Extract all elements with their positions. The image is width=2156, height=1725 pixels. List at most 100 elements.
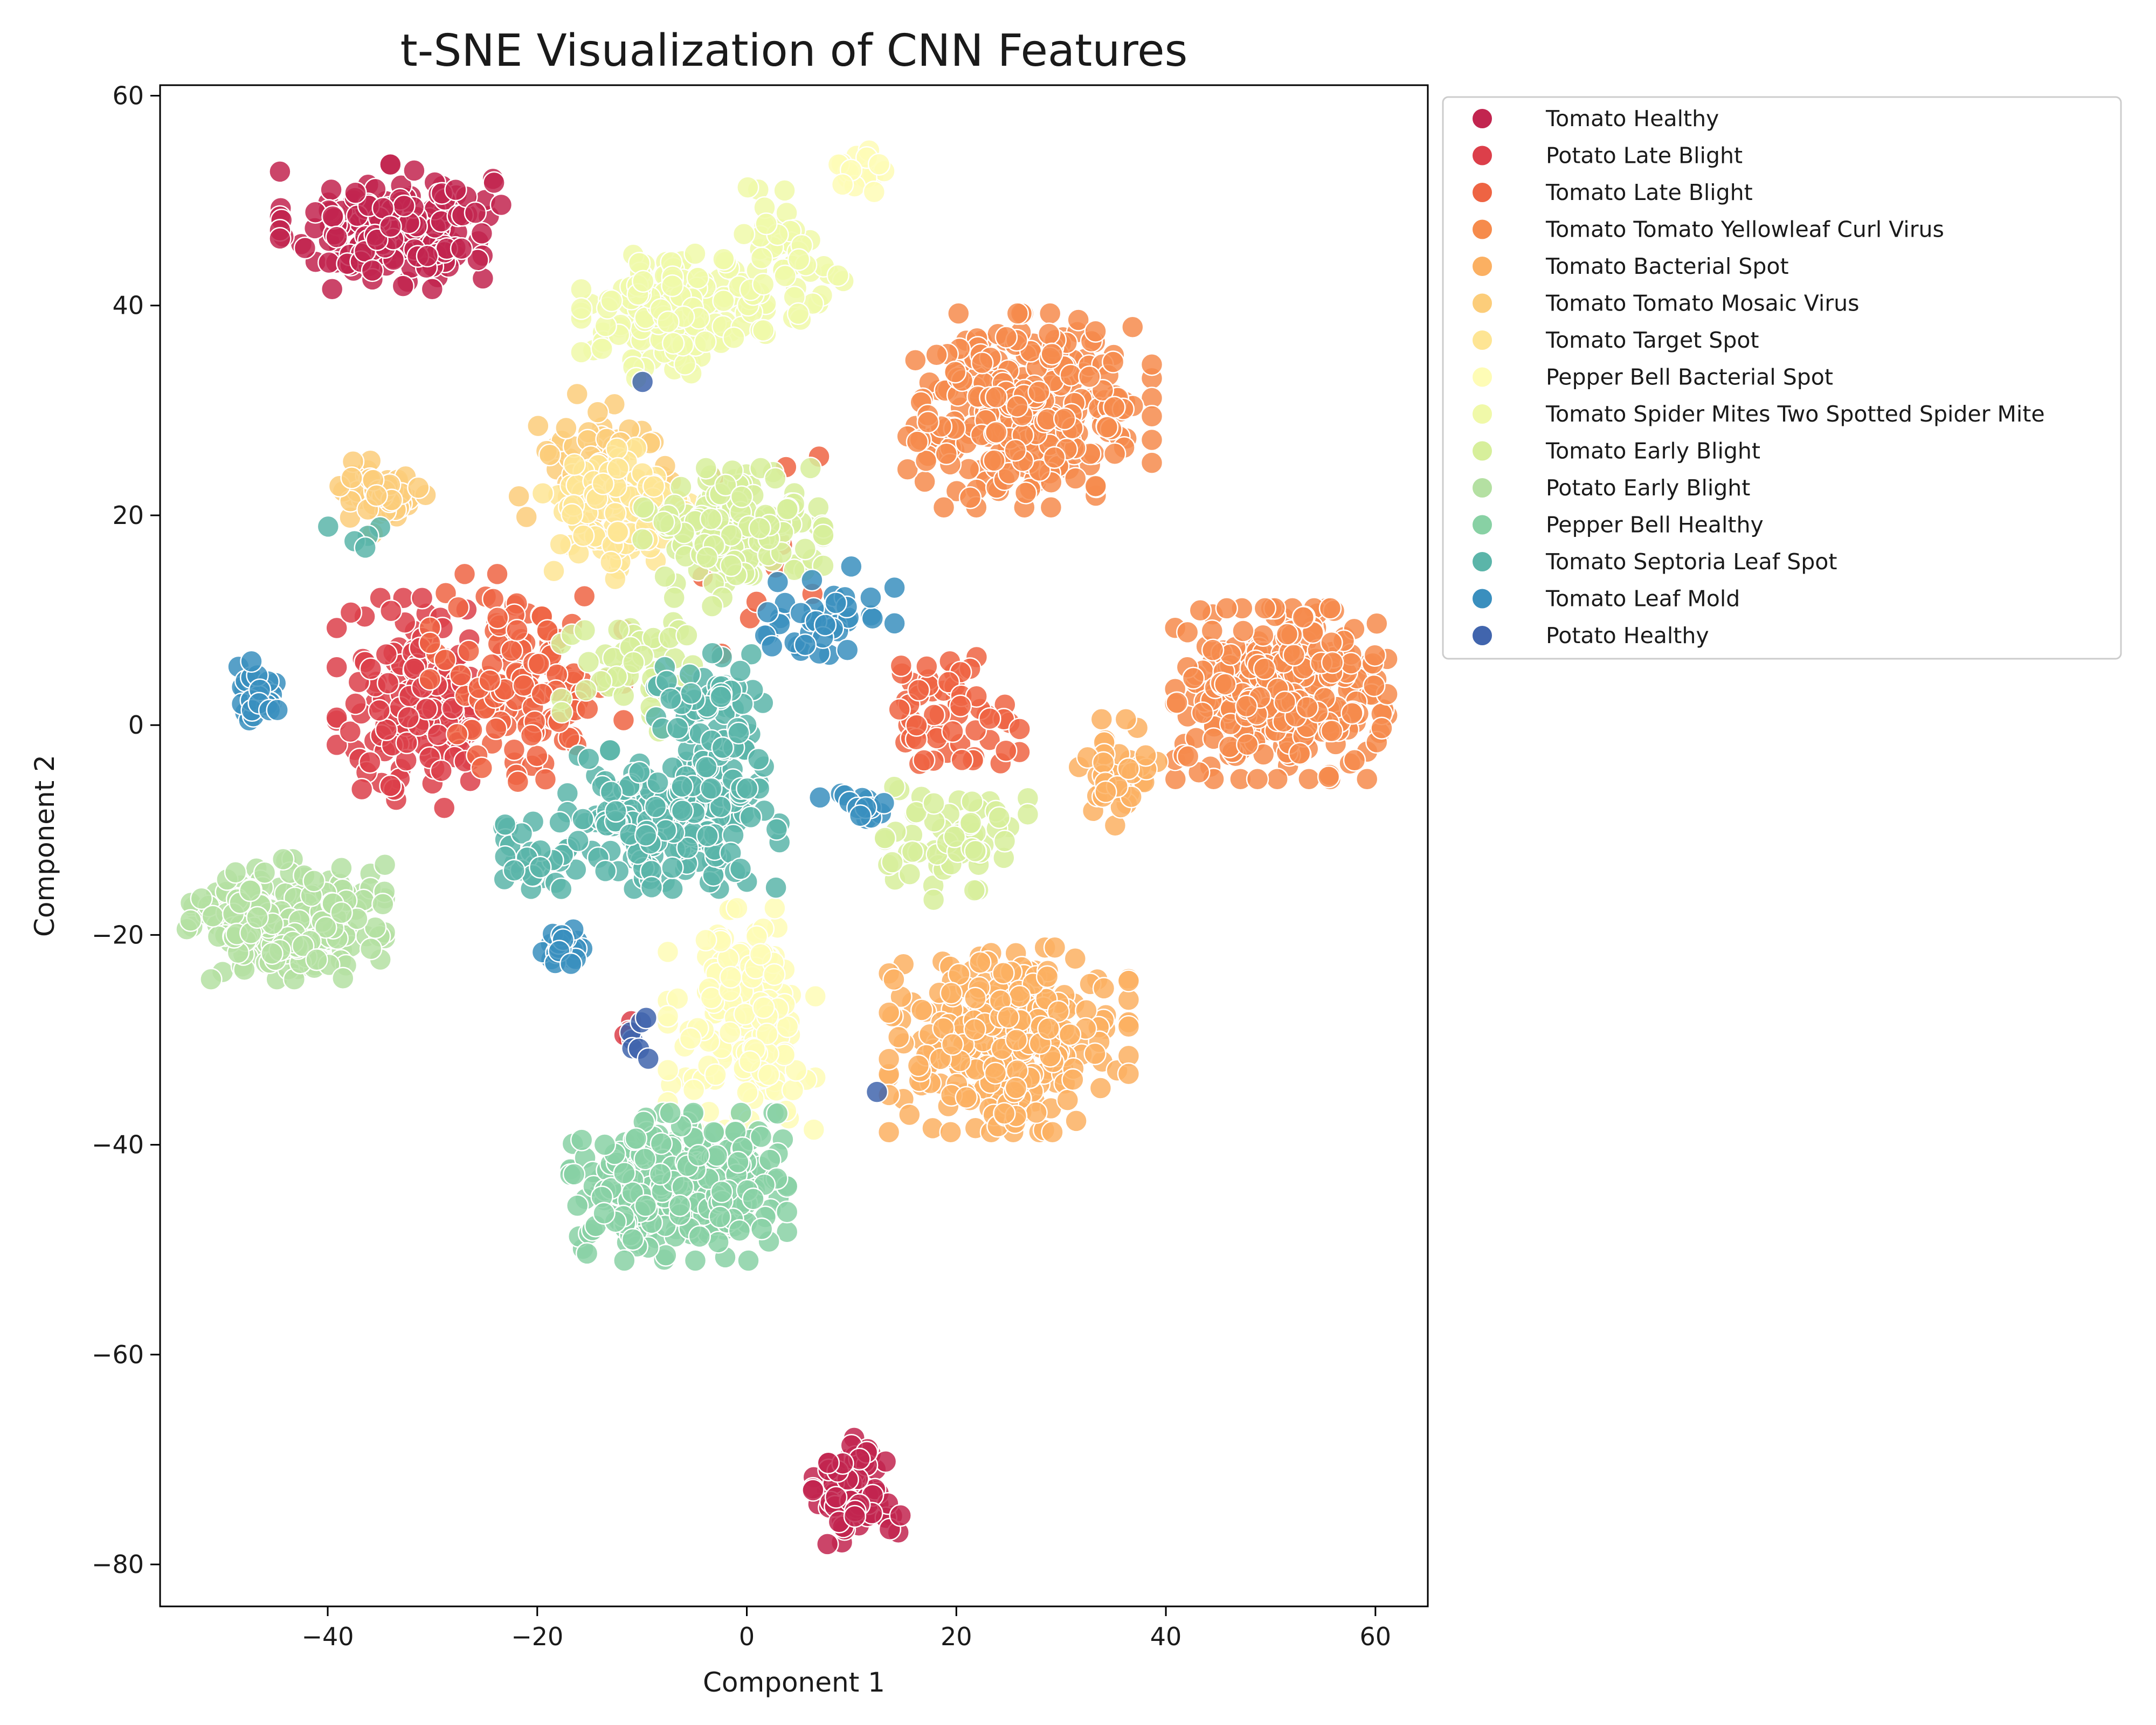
scatter-point — [1253, 597, 1277, 620]
scatter-point — [661, 877, 684, 901]
scatter-point — [1320, 719, 1344, 743]
scatter-point — [882, 968, 906, 991]
scatter-point — [883, 576, 906, 599]
scatter-point — [993, 830, 1017, 853]
scatter-point — [1084, 474, 1107, 498]
scatter-point — [1297, 767, 1321, 791]
scatter-point — [889, 1503, 912, 1527]
scatter-point — [1090, 708, 1114, 731]
scatter-point — [943, 361, 967, 384]
scatter-point — [661, 856, 684, 879]
scatter-point — [877, 1121, 901, 1144]
scatter-point — [750, 246, 773, 270]
scatter-point — [971, 351, 994, 375]
scatter-point — [1176, 620, 1199, 644]
scatter-point — [662, 586, 686, 610]
legend-marker — [1471, 292, 1493, 314]
scatter-point — [555, 416, 578, 440]
scatter-point — [268, 160, 292, 183]
scatter-point — [775, 1200, 799, 1224]
scatter-point — [736, 1081, 759, 1104]
scatter-point — [534, 768, 557, 791]
scatter-point — [1140, 428, 1164, 452]
scatter-point — [433, 648, 457, 672]
x-tick-label: 40 — [1150, 1622, 1182, 1651]
scatter-point — [877, 1047, 901, 1071]
scatter-point — [747, 748, 770, 771]
scatter-point — [515, 505, 538, 529]
scatter-point — [570, 278, 593, 301]
scatter-point — [958, 486, 982, 509]
scatter-point — [688, 1225, 711, 1248]
scatter-point — [765, 1102, 789, 1125]
scatter-point — [350, 777, 374, 801]
scatter-point — [905, 714, 928, 737]
scatter-point — [1181, 666, 1205, 690]
scatter-point — [848, 804, 872, 827]
scatter-point — [1004, 1076, 1028, 1100]
scatter-point — [621, 1227, 645, 1251]
y-tick-label: 0 — [128, 710, 144, 740]
scatter-point — [201, 905, 225, 928]
scatter-point — [525, 744, 549, 768]
scatter-point — [1056, 1088, 1080, 1112]
scatter-point — [683, 1249, 707, 1272]
x-tick-label: −40 — [301, 1622, 354, 1651]
scatter-point — [732, 222, 756, 246]
scatter-point — [835, 638, 859, 661]
scatter-point — [622, 651, 645, 674]
scatter-point — [1006, 395, 1029, 418]
scatter-point — [730, 485, 754, 508]
scatter-point — [877, 1001, 901, 1024]
scatter-point — [1187, 761, 1211, 784]
scatter-point — [1317, 765, 1340, 789]
scatter-point — [699, 507, 723, 530]
scatter-point — [531, 481, 555, 505]
chart-title: t-SNE Visualization of CNN Features — [400, 25, 1188, 77]
scatter-point — [548, 811, 571, 834]
scatter-point — [843, 1505, 867, 1528]
scatter-point — [573, 618, 597, 642]
scatter-point — [941, 1033, 964, 1056]
scatter-point — [963, 879, 986, 902]
legend-label: Tomato Early Blight — [1545, 438, 1760, 464]
scatter-point — [246, 906, 269, 929]
scatter-point — [527, 652, 551, 675]
scatter-point — [1291, 606, 1315, 629]
scatter-point — [656, 940, 680, 964]
scatter-point — [320, 178, 343, 202]
scatter-point — [426, 723, 450, 747]
scatter-point — [1246, 767, 1269, 791]
scatter-point — [985, 385, 1008, 409]
scatter-point — [379, 774, 402, 798]
scatter-point — [661, 332, 685, 355]
scatter-point — [1140, 353, 1164, 376]
x-tick-label: 0 — [739, 1622, 755, 1651]
scatter-point — [325, 616, 348, 640]
legend-label: Potato Late Blight — [1546, 143, 1743, 169]
scatter-point — [1067, 308, 1090, 332]
scatter-point — [763, 963, 786, 986]
scatter-point — [271, 847, 295, 871]
scatter-point — [861, 606, 884, 630]
scatter-point — [671, 799, 694, 823]
scatter-point — [675, 624, 699, 647]
scatter-point — [260, 942, 284, 965]
scatter-point — [240, 650, 263, 673]
scatter-point — [340, 466, 363, 489]
scatter-point — [1363, 674, 1386, 698]
scatter-point — [812, 523, 835, 547]
scatter-point — [1095, 416, 1119, 439]
scatter-point — [799, 457, 822, 480]
scatter-point — [325, 656, 348, 679]
scatter-point — [1008, 717, 1031, 741]
scatter-point — [464, 201, 487, 225]
scatter-point — [1236, 733, 1259, 756]
scatter-point — [224, 860, 247, 884]
scatter-point — [1253, 657, 1276, 681]
scatter-point — [527, 414, 550, 438]
scatter-point — [375, 718, 398, 741]
scatter-point — [1188, 598, 1212, 622]
scatter-point — [321, 205, 344, 229]
scatter-point — [1214, 673, 1237, 696]
